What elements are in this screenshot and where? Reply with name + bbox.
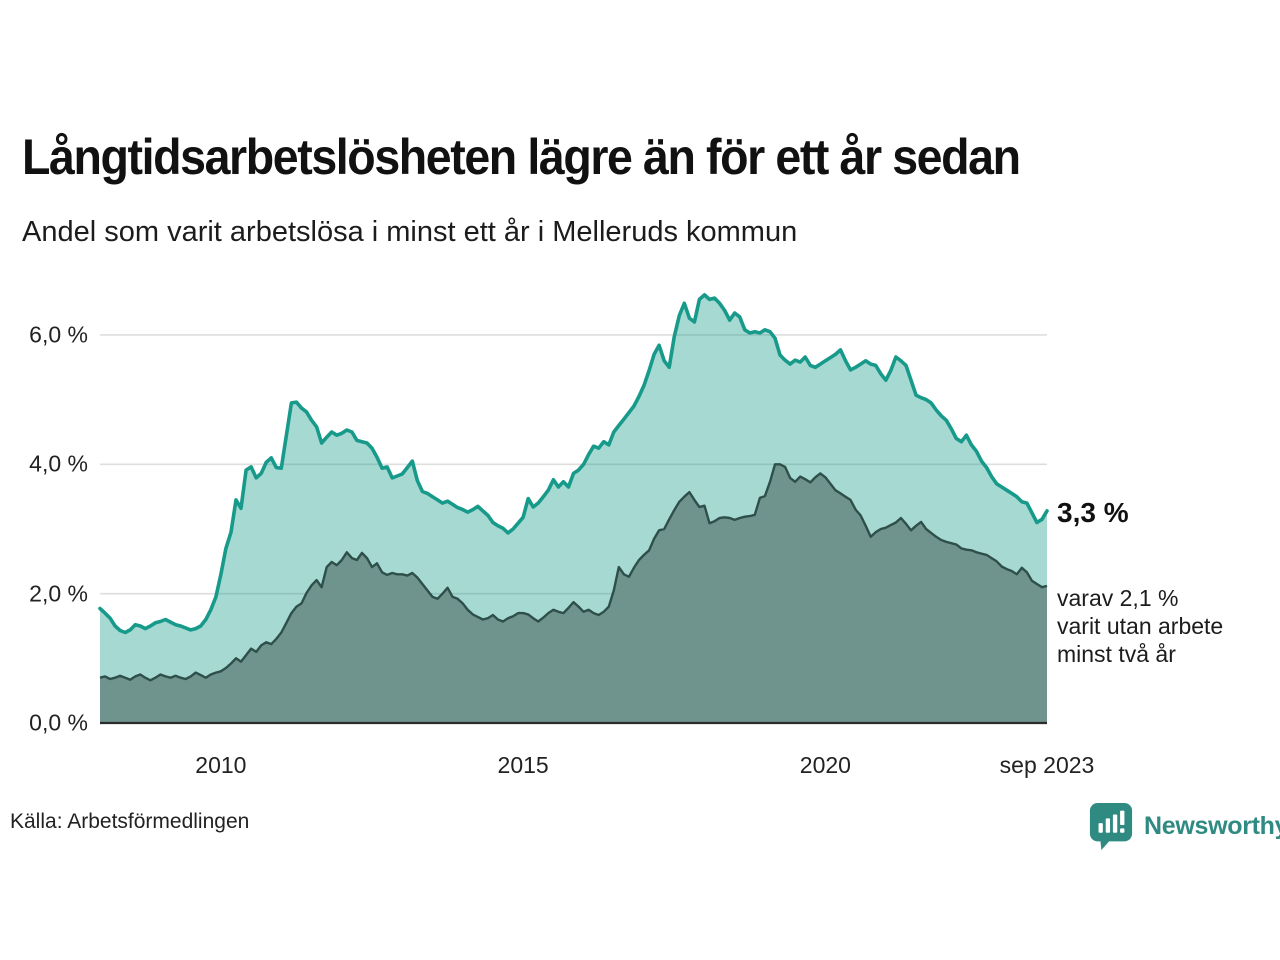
area-unemployed-two-years <box>100 464 1047 723</box>
newsworthy-logo: Newsworthy <box>1088 801 1280 851</box>
y-axis-label: 0,0 % <box>29 709 88 736</box>
x-axis-label: sep 2023 <box>999 752 1095 778</box>
annotation-secondary-line: minst två år <box>1057 641 1176 667</box>
annotation-secondary-line: varav 2,1 % <box>1057 585 1179 611</box>
chart-subtitle: Andel som varit arbetslösa i minst ett å… <box>22 216 798 248</box>
annotation-latest-value: 3,3 % <box>1057 497 1129 528</box>
x-axis-label: 2010 <box>195 752 247 778</box>
source-note: Källa: Arbetsförmedlingen <box>10 810 250 833</box>
line-unemployed-two-years <box>99 463 1048 682</box>
line-unemployed-one-year <box>98 293 1049 635</box>
annotation-secondary: varav 2,1 % varit utan arbete minst två … <box>1057 584 1223 668</box>
y-axis-label: 6,0 % <box>29 321 88 348</box>
y-axis-label: 2,0 % <box>29 580 88 607</box>
chart-title: Långtidsarbetslösheten lägre än för ett … <box>22 129 1021 185</box>
x-axis-label: 2020 <box>799 752 851 778</box>
y-axis-label: 4,0 % <box>29 450 88 477</box>
annotation-secondary-line: varit utan arbete <box>1057 613 1224 639</box>
bar-chart-bubble-icon <box>1089 803 1133 850</box>
x-axis-label: 2015 <box>497 752 549 778</box>
newsworthy-logo-text: Newsworthy <box>1144 811 1280 840</box>
